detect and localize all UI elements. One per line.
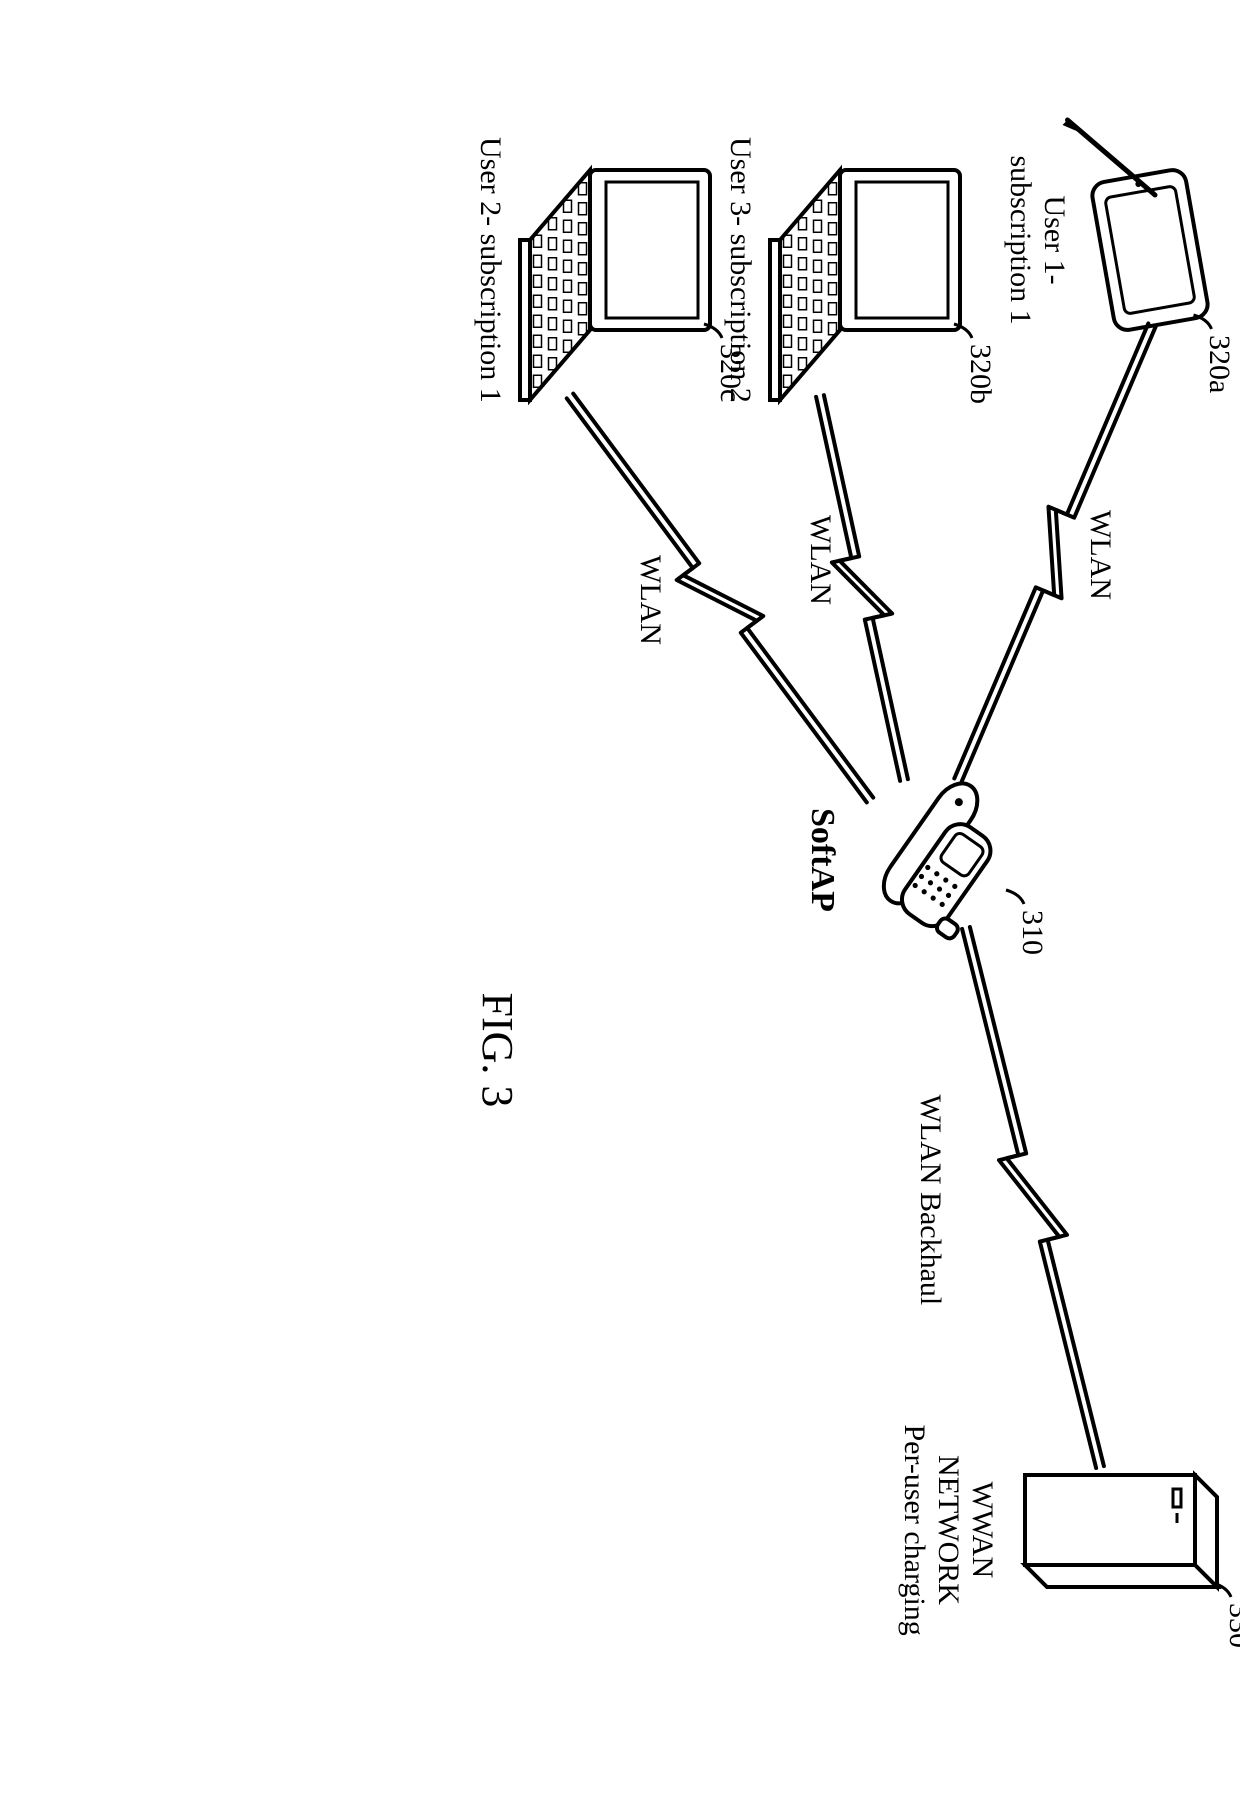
ref-number: 330 [1222, 1603, 1240, 1648]
wlan-label-laptop2: WLAN [633, 555, 667, 645]
wwan-label-3: Per-user charging [897, 1425, 931, 1636]
ref-number: 320b [963, 344, 997, 404]
softap-phone-icon [874, 775, 1030, 942]
wwan-label-1: WWAN [965, 1482, 999, 1579]
backhaul-label: WLAN Backhaul [913, 1095, 947, 1306]
user1-label-line2: subscription 1 [1003, 156, 1037, 325]
tablet-device [1063, 120, 1210, 332]
ref-leader [1213, 1583, 1231, 1597]
wwan-server-icon [1025, 1475, 1217, 1587]
wireless-link [962, 927, 1104, 1468]
user1-label-line1: User 1- [1037, 196, 1071, 285]
softap-label: SoftAP [803, 808, 841, 912]
user2-label: User 2- subscription 1 [473, 137, 507, 403]
ref-leader [1194, 315, 1212, 329]
figure-label: FIG. 3 [473, 993, 524, 1108]
ref-number: 320a [1203, 335, 1237, 393]
laptop-device [520, 170, 710, 400]
ref-number: 320c [713, 344, 747, 402]
wlan-label-laptop1: WLAN [803, 515, 837, 605]
wwan-label-2: NETWORK [931, 1455, 965, 1605]
wlan-label-tablet: WLAN [1083, 510, 1117, 600]
ref-leader [1006, 890, 1024, 904]
ref-number: 310 [1015, 910, 1049, 955]
laptop-device [770, 170, 960, 400]
